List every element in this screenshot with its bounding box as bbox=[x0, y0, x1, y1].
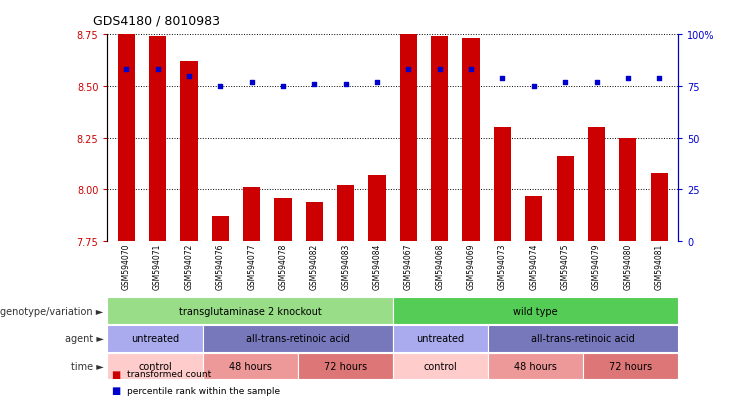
Text: untreated: untreated bbox=[131, 333, 179, 344]
Bar bbox=[588, 128, 605, 242]
Bar bbox=[180, 62, 198, 242]
Bar bbox=[462, 39, 479, 242]
Text: control: control bbox=[138, 361, 172, 371]
Text: time ►: time ► bbox=[71, 361, 104, 371]
Point bbox=[340, 81, 352, 88]
Bar bbox=[212, 217, 229, 242]
Text: all-trans-retinoic acid: all-trans-retinoic acid bbox=[531, 333, 635, 344]
Point bbox=[496, 75, 508, 82]
Point bbox=[433, 67, 445, 74]
Text: 48 hours: 48 hours bbox=[514, 361, 556, 371]
Text: 72 hours: 72 hours bbox=[324, 361, 367, 371]
Text: transformed count: transformed count bbox=[127, 369, 212, 378]
Text: ■: ■ bbox=[111, 385, 120, 395]
Text: transglutaminase 2 knockout: transglutaminase 2 knockout bbox=[179, 306, 322, 316]
Bar bbox=[400, 35, 417, 242]
Point bbox=[308, 81, 320, 88]
Bar bbox=[494, 128, 511, 242]
Bar bbox=[118, 35, 135, 242]
Text: all-trans-retinoic acid: all-trans-retinoic acid bbox=[246, 333, 350, 344]
Text: percentile rank within the sample: percentile rank within the sample bbox=[127, 386, 281, 395]
Point bbox=[277, 83, 289, 90]
Text: wild type: wild type bbox=[513, 306, 558, 316]
Bar bbox=[149, 37, 166, 242]
Bar bbox=[619, 138, 637, 242]
Point bbox=[183, 73, 195, 80]
Bar bbox=[243, 188, 260, 242]
Point bbox=[528, 83, 539, 90]
Point bbox=[654, 75, 665, 82]
Point bbox=[465, 67, 477, 74]
Point bbox=[591, 79, 602, 86]
Point bbox=[152, 67, 164, 74]
Point bbox=[246, 79, 258, 86]
Point bbox=[120, 67, 132, 74]
Bar bbox=[306, 202, 323, 242]
Point bbox=[402, 67, 414, 74]
Text: ■: ■ bbox=[111, 369, 120, 379]
Bar bbox=[525, 196, 542, 242]
Text: control: control bbox=[423, 361, 457, 371]
Bar bbox=[431, 37, 448, 242]
Bar bbox=[337, 186, 354, 242]
Text: genotype/variation ►: genotype/variation ► bbox=[1, 306, 104, 316]
Point bbox=[371, 79, 383, 86]
Text: untreated: untreated bbox=[416, 333, 465, 344]
Text: 72 hours: 72 hours bbox=[609, 361, 652, 371]
Point bbox=[214, 83, 226, 90]
Point bbox=[622, 75, 634, 82]
Bar bbox=[274, 198, 292, 242]
Text: agent ►: agent ► bbox=[65, 333, 104, 344]
Bar bbox=[368, 176, 385, 242]
Bar bbox=[651, 173, 668, 242]
Point bbox=[559, 79, 571, 86]
Text: 48 hours: 48 hours bbox=[229, 361, 271, 371]
Text: GDS4180 / 8010983: GDS4180 / 8010983 bbox=[93, 14, 219, 27]
Bar bbox=[556, 157, 574, 242]
